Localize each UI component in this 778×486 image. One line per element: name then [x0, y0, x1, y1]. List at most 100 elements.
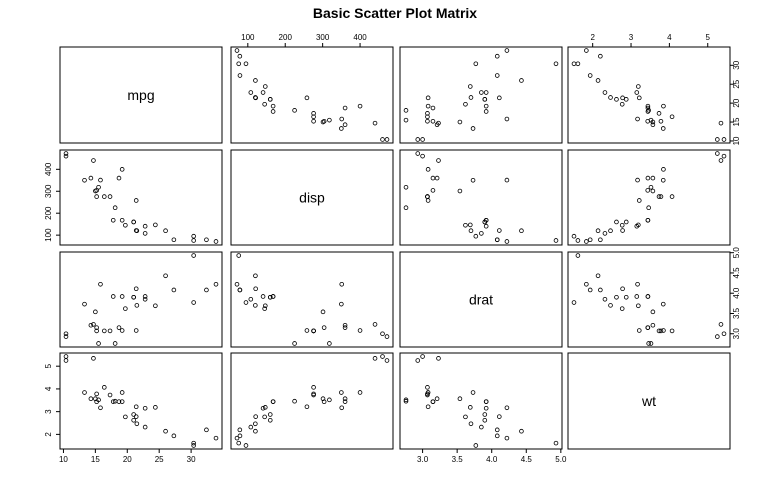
data-point	[430, 399, 436, 405]
panel-frame	[567, 46, 731, 144]
data-point	[63, 151, 69, 156]
data-point	[721, 153, 727, 159]
tick-label-disp: 300	[44, 184, 53, 198]
data-point	[467, 222, 473, 228]
data-point	[645, 118, 651, 124]
tick-label-disp: 400	[353, 33, 367, 42]
data-point	[91, 322, 96, 327]
data-point	[94, 325, 99, 330]
data-point	[504, 177, 510, 183]
data-point	[468, 421, 474, 427]
data-point	[620, 286, 625, 292]
data-point	[119, 390, 125, 395]
data-point	[483, 223, 489, 229]
data-point	[645, 105, 651, 111]
data-point	[253, 273, 258, 279]
variable-label-disp: disp	[299, 190, 325, 206]
data-point	[82, 390, 87, 395]
tick-label-mpg: 25	[732, 79, 741, 88]
data-point	[587, 287, 593, 293]
data-point	[357, 328, 363, 333]
data-point	[636, 84, 641, 89]
data-point	[473, 61, 479, 67]
tick-label-mpg: 30	[732, 60, 741, 69]
data-point	[253, 95, 258, 101]
data-point	[598, 237, 603, 243]
data-point	[430, 175, 436, 181]
data-point	[267, 97, 273, 102]
data-point	[82, 177, 87, 183]
panel-wt-vs-drat	[399, 352, 563, 450]
data-point	[483, 405, 489, 411]
data-point	[457, 188, 463, 194]
data-point	[142, 424, 148, 430]
tick-label-wt: 2	[590, 33, 595, 42]
data-point	[63, 153, 69, 159]
data-point	[473, 233, 479, 239]
data-point	[656, 111, 662, 116]
data-point	[339, 405, 345, 411]
tick-label-wt: 3	[629, 33, 634, 42]
data-point	[645, 175, 651, 181]
data-point	[645, 109, 651, 114]
data-point	[425, 390, 431, 395]
data-point	[420, 153, 425, 159]
data-point	[636, 95, 642, 101]
data-point	[494, 73, 500, 78]
data-point	[270, 103, 276, 109]
variable-label-mpg: mpg	[127, 87, 154, 103]
data-point	[112, 341, 118, 346]
panel-drat-vs-drat: drat	[399, 251, 563, 348]
data-point	[339, 126, 344, 131]
data-point	[102, 328, 107, 334]
data-point	[598, 287, 603, 293]
tick-label-drat: 3.0	[732, 328, 741, 340]
tick-label-drat: 4.0	[486, 455, 498, 464]
data-point	[204, 287, 209, 293]
tick-label-disp: 300	[316, 33, 330, 42]
data-point	[142, 405, 148, 411]
data-point	[243, 61, 249, 67]
tick-label-drat: 3.5	[732, 307, 741, 319]
panel-mpg-vs-disp	[230, 46, 394, 144]
tick-label-mpg: 30	[187, 455, 196, 464]
data-point	[116, 325, 122, 330]
tick-label-mpg: 15	[91, 455, 100, 464]
data-point	[661, 328, 666, 333]
data-point	[575, 238, 581, 243]
tick-label-mpg: 20	[123, 455, 132, 464]
data-point	[213, 281, 219, 287]
data-point	[91, 158, 96, 163]
data-point	[133, 198, 139, 203]
data-point	[82, 301, 87, 307]
data-point	[380, 331, 385, 337]
data-point	[267, 294, 273, 300]
data-point	[253, 78, 258, 83]
data-point	[237, 73, 243, 78]
data-point	[645, 325, 651, 330]
data-point	[243, 443, 249, 448]
data-point	[623, 294, 629, 300]
data-point	[342, 122, 348, 127]
data-point	[587, 73, 593, 78]
data-point	[721, 137, 727, 142]
panel-wt-vs-disp	[230, 352, 394, 450]
data-point	[482, 97, 488, 102]
data-point	[102, 194, 107, 199]
panel-disp-vs-drat	[399, 149, 563, 246]
data-point	[311, 118, 316, 124]
data-point	[93, 309, 98, 315]
data-point	[191, 300, 196, 305]
data-point	[463, 222, 468, 228]
data-point	[321, 325, 327, 330]
data-point	[107, 392, 113, 398]
data-point	[327, 397, 332, 403]
data-point	[133, 404, 139, 410]
tick-label-disp: 100	[44, 228, 53, 242]
data-point	[88, 322, 94, 328]
data-point	[191, 253, 196, 258]
data-point	[311, 328, 316, 334]
data-point	[598, 53, 603, 59]
